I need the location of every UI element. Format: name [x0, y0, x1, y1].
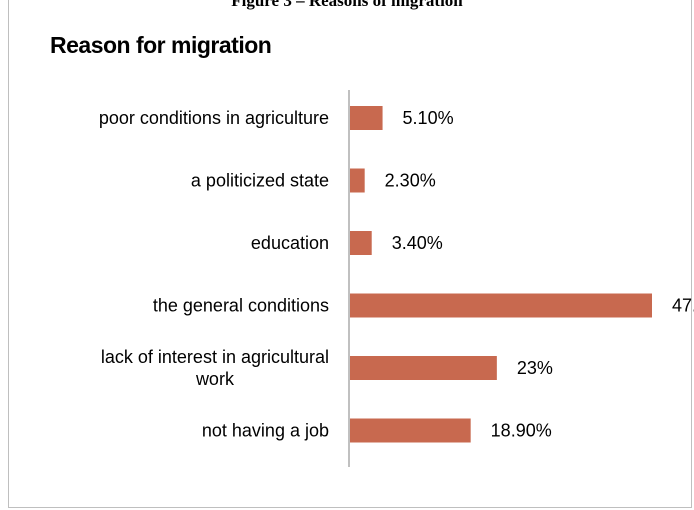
- category-label: not having a job: [202, 421, 329, 441]
- data-label: 3.40%: [392, 233, 443, 253]
- category-label: poor conditions in agriculture: [99, 108, 329, 128]
- category-label: education: [251, 233, 329, 253]
- data-label: 5.10%: [403, 108, 454, 128]
- category-label: the general conditions: [153, 296, 329, 316]
- data-label: 23%: [517, 358, 553, 378]
- chart-title: Reason for migration: [50, 32, 272, 58]
- data-label: 2.30%: [385, 171, 436, 191]
- bar: [350, 356, 497, 380]
- category-label: a politicized state: [191, 171, 329, 191]
- bar: [350, 418, 471, 443]
- category-label: lack of interest in agricultural work: [101, 347, 329, 389]
- bar: [350, 293, 652, 318]
- data-label: 47.30%: [672, 296, 694, 316]
- bar: [350, 231, 372, 255]
- figure-caption: Figure 3 – Reasons of migration: [231, 0, 463, 10]
- bar: [350, 106, 383, 130]
- data-label: 18.90%: [491, 421, 552, 441]
- bar: [350, 168, 365, 193]
